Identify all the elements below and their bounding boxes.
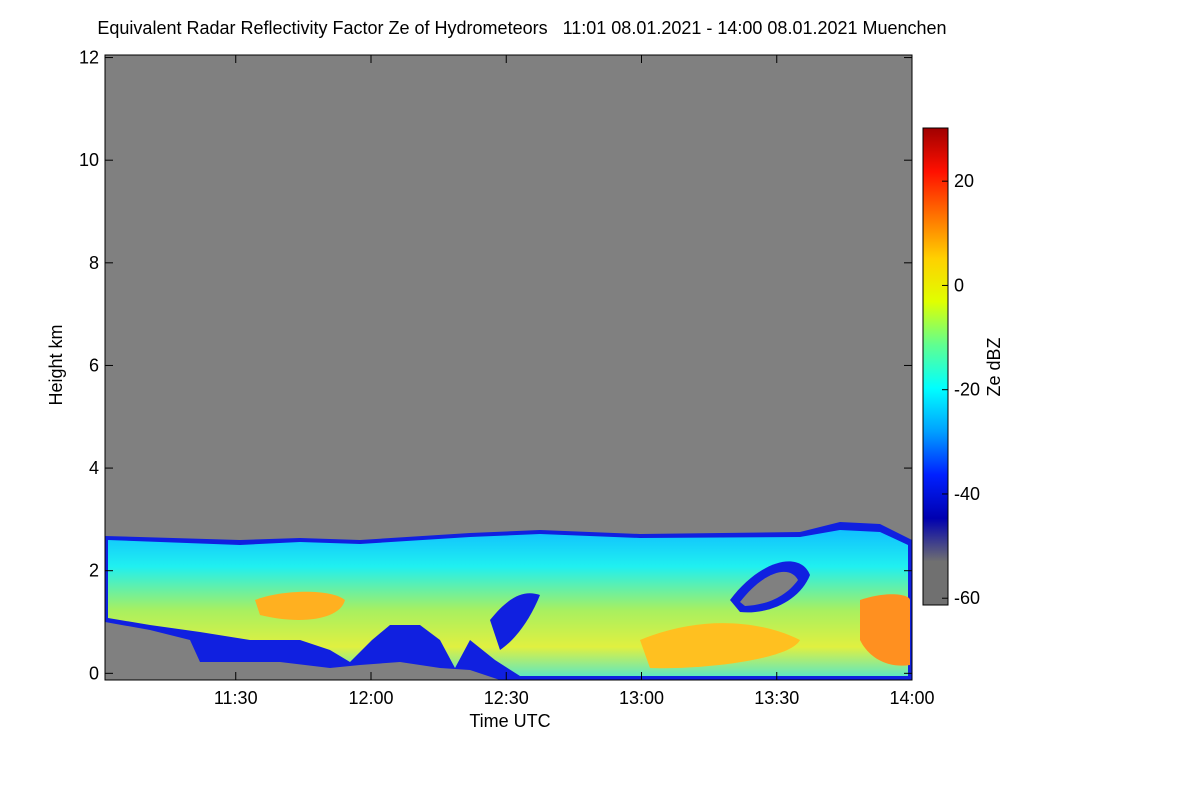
y-tick-label: 4 <box>89 458 99 478</box>
x-tick-label: 14:00 <box>889 688 934 708</box>
colorbar-tick-label: 20 <box>954 171 974 191</box>
x-tick-label: 13:30 <box>754 688 799 708</box>
chart-title: Equivalent Radar Reflectivity Factor Ze … <box>97 18 946 38</box>
x-tick-label: 11:30 <box>214 688 258 708</box>
colorbar-tick-label: -60 <box>954 588 980 608</box>
y-tick-label: 10 <box>79 150 99 170</box>
colorbar-tick-label: -20 <box>954 380 980 400</box>
radar-field <box>105 522 912 680</box>
x-tick-label: 12:00 <box>348 688 393 708</box>
plot-frame <box>104 54 913 681</box>
y-tick-label: 0 <box>89 663 99 683</box>
y-tick-label: 2 <box>89 561 99 581</box>
cloud-core <box>640 623 800 669</box>
colorbar-label: Ze dBZ <box>984 337 1004 396</box>
y-tick-label: 8 <box>89 253 99 273</box>
colorbar <box>922 127 949 606</box>
cloud-gap <box>490 593 540 650</box>
colorbar-tick-label: 0 <box>954 275 964 295</box>
y-tick-label: 6 <box>89 355 99 375</box>
x-axis-label: Time UTC <box>469 711 550 731</box>
cloud-gap <box>740 571 798 606</box>
x-tick-label: 12:30 <box>484 688 529 708</box>
y-axis-label: Height km <box>46 324 66 405</box>
colorbar-tick-label: -40 <box>954 484 980 504</box>
y-tick-label: 12 <box>79 48 99 68</box>
cloud-core <box>860 594 910 666</box>
x-tick-label: 13:00 <box>619 688 664 708</box>
cloud-core <box>255 591 345 620</box>
